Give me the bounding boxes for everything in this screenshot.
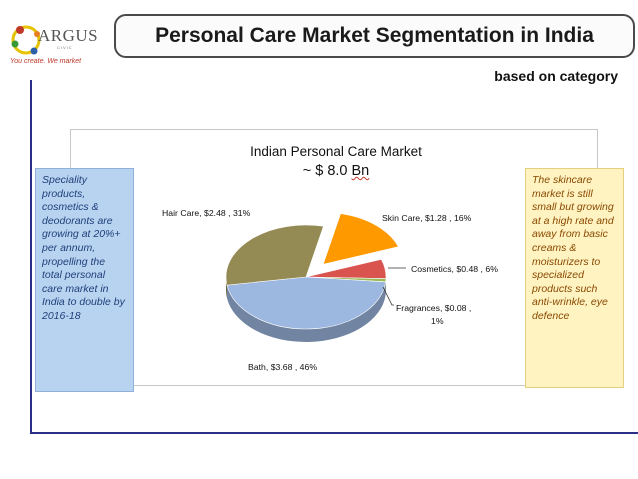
bottom-frame-line	[30, 432, 638, 434]
data-label-fragrances: Fragrances, $0.08 , 1%	[396, 303, 471, 326]
logo-wordmark: ARGUS	[38, 26, 99, 45]
chart-subtitle: ~ $ 8.0 Bn	[196, 163, 476, 179]
title-banner: Personal Care Market Segmentation in Ind…	[114, 14, 635, 58]
slice-hair-care	[225, 224, 324, 286]
left-note-box: Speciality products, cosmetics & deodora…	[35, 168, 134, 392]
chart-subtitle-prefix: ~ $ 8.0	[302, 163, 352, 179]
left-frame-line	[30, 80, 32, 432]
logo-subline: CIVIC	[57, 45, 73, 50]
slice-cosmetics	[305, 259, 387, 279]
slice-side-bath	[226, 281, 386, 342]
slice-skin-care	[322, 213, 399, 265]
logo-tagline: You create. We market	[10, 58, 82, 65]
data-label-skin-care: Skin Care, $1.28 , 16%	[382, 213, 472, 223]
chart-subtitle-unit: Bn	[351, 163, 370, 179]
slice-bath	[226, 276, 386, 330]
leader-line-fragrances	[382, 286, 394, 306]
chart-title: Indian Personal Care Market	[250, 144, 422, 159]
data-label-cosmetics: Cosmetics, $0.48 , 6%	[411, 264, 498, 274]
data-label-bath: Bath, $3.68 , 46%	[248, 362, 317, 372]
logo-globe-icon	[11, 25, 41, 55]
right-note-box: The skincare market is still small but g…	[525, 168, 624, 388]
data-label-hair-care: Hair Care, $2.48 , 31%	[162, 208, 251, 218]
argus-logo	[6, 14, 106, 74]
page-subtitle: based on category	[494, 68, 618, 84]
page-title: Personal Care Market Segmentation in Ind…	[155, 24, 594, 47]
